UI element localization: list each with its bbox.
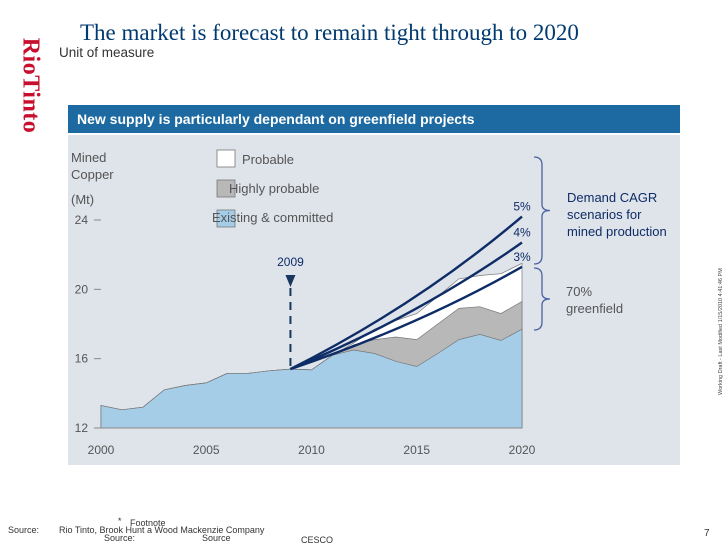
marker-2009-label: 2009 [277,255,304,269]
x-tick-label: 2020 [509,443,536,457]
demand-line-label: 4% [513,226,531,240]
y-tick-label: 12 [75,421,89,435]
demand-annotation-line: mined production [567,224,667,239]
y-axis-title: Mined Copper (Mt) [71,149,151,208]
legend-label: Probable [242,152,294,167]
y-tick-label: 16 [75,352,89,366]
legend-existing-swatch [216,209,236,228]
demand-line-label: 3% [513,250,531,264]
footer-cesco: CESCO [301,535,334,545]
page-number: 7 [704,528,710,539]
x-tick-label: 2000 [88,443,115,457]
greenfield-annotation-line: 70% [566,284,592,299]
greenfield-annotation-line: greenfield [566,301,623,316]
footer-source-label-2: Source: [104,533,136,543]
demand-line-label: 5% [513,200,531,214]
y-tick-label: 20 [75,282,89,296]
legend-highly-probable-swatch [216,179,236,198]
x-tick-label: 2010 [298,443,325,457]
demand-cagr-bracket [533,156,551,265]
x-tick-label: 2015 [403,443,430,457]
demand-annotation-line: Demand CAGR [567,190,657,205]
footer-footnote-mark: * [118,516,122,526]
y-tick-label: 24 [75,213,89,227]
y-axis-title-line-2: Copper [71,167,114,182]
existing-committed-area [100,328,523,429]
working-draft-text: Working Draft - Last Modified 1/15/2010 … [718,268,724,395]
y-axis-title-line-1: Mined [71,150,107,165]
x-tick-label: 2005 [193,443,220,457]
demand-annotation-line: scenarios for [567,207,642,222]
legend-probable-swatch [216,149,236,168]
demand-line-2 [289,241,523,371]
legend-label: Existing & committed [212,210,333,225]
demand-line-3 [290,265,523,371]
marker-2009-triangle [285,275,296,287]
greenfield-bracket [533,267,551,331]
footer-footnote-label: Footnote [130,518,166,528]
page-subtitle: Unit of measure [59,45,155,60]
footer-source-label: Source: [8,525,40,535]
demand-line-1 [289,215,523,371]
footer-source-label-3: Source [202,533,231,543]
y-axis-title-line-3: (Mt) [71,192,95,207]
footer-source-text: Rio Tinto, Brook Hunt a Wood Mackenzie C… [59,525,265,535]
legend-label: Highly probable [229,181,319,196]
page-title: The market is forecast to remain tight t… [80,20,579,45]
section-banner: New supply is particularly dependant on … [68,105,680,133]
